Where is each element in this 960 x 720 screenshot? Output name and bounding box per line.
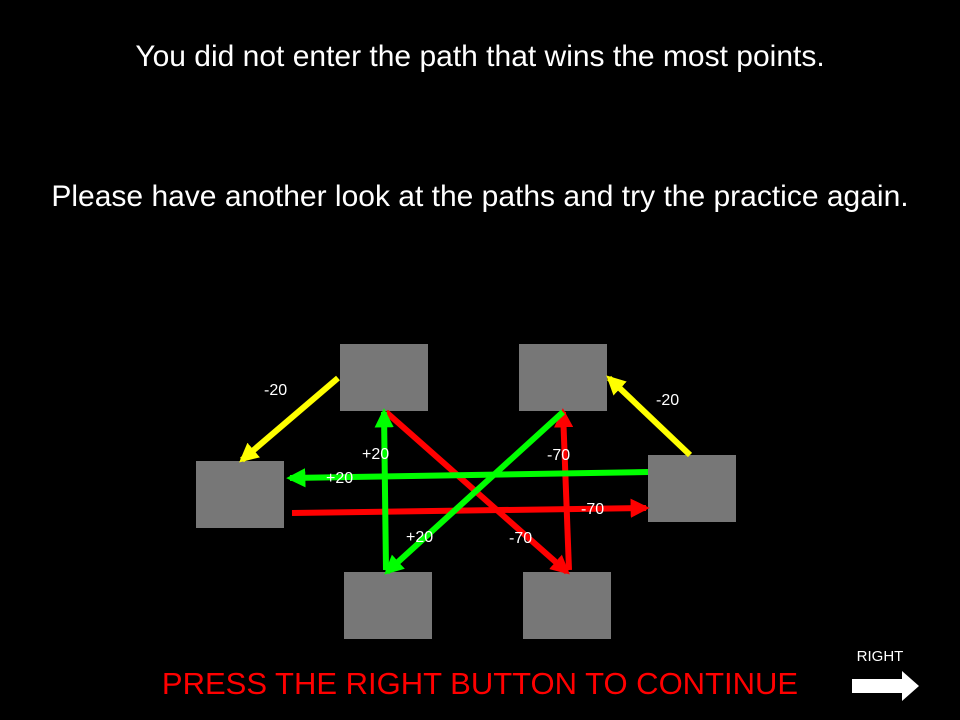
path-label-green-bottom-left-to-top-left: +20	[362, 446, 389, 463]
node-mid-right	[648, 455, 736, 522]
right-arrow-icon	[852, 671, 919, 701]
node-bottom-right	[523, 572, 611, 639]
node-bottom-left	[344, 572, 432, 639]
node-top-right	[519, 344, 607, 411]
path-label-green-top-right-to-bottom-left: +20	[406, 529, 433, 546]
path-arrow-red-top-left-to-bottom-right	[384, 409, 570, 575]
path-label-red-top-left-to-bottom-right: -70	[509, 530, 532, 547]
instruction-message: Please have another look at the paths an…	[51, 180, 909, 213]
path-label-yellow-top-left: -20	[264, 382, 287, 399]
path-arrow-green-mid-right-to-mid-left	[286, 468, 649, 488]
right-button-label: RIGHT	[856, 648, 904, 665]
path-label-green-mid-right-to-mid-left: +20	[326, 470, 353, 487]
path-arrow-yellow-top-left-to-mid-left	[239, 375, 340, 463]
path-label-yellow-top-right: -20	[656, 392, 679, 409]
path-arrow-green-bottom-left-to-top-left	[374, 408, 394, 571]
path-arrow-yellow-mid-right-to-top-right	[606, 375, 693, 458]
path-label-red-mid-left-to-mid-right: -70	[581, 501, 604, 518]
continue-prompt: PRESS THE RIGHT BUTTON TO CONTINUE	[161, 666, 799, 701]
path-label-red-bottom-right-to-top-right: -70	[547, 447, 570, 464]
path-arrow-red-bottom-right-to-top-right	[553, 408, 574, 571]
node-mid-left	[196, 461, 284, 528]
result-message: You did not enter the path that wins the…	[135, 40, 825, 73]
path-arrow-green-top-right-to-bottom-left	[384, 409, 566, 575]
path-arrow-red-mid-left-to-mid-right	[291, 498, 650, 518]
node-top-left	[340, 344, 428, 411]
